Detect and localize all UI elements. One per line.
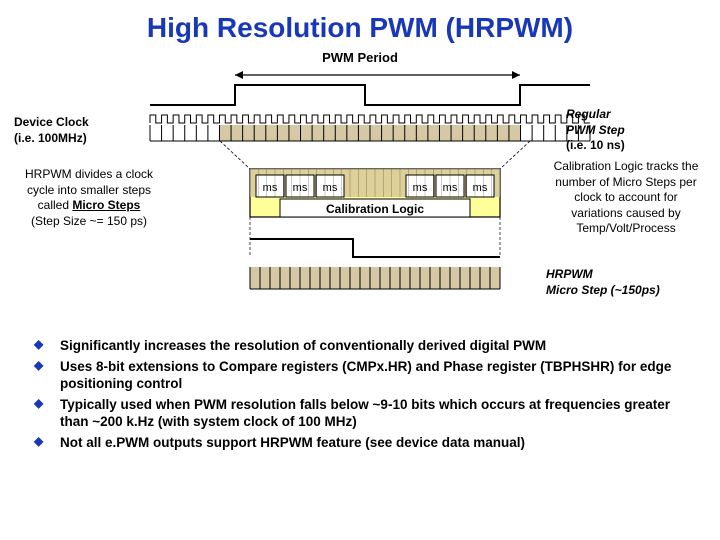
bullet-item: Typically used when PWM resolution falls… [20, 396, 700, 431]
diagram-stage: Device Clock (i.e. 100MHz) Regular PWM S… [20, 67, 700, 327]
bullet-item: Not all e.PWM outputs support HRPWM feat… [20, 434, 700, 452]
svg-text:Calibration Logic: Calibration Logic [326, 202, 424, 216]
pwm-period-label: PWM Period [20, 50, 700, 65]
bullet-list: Significantly increases the resolution o… [20, 337, 700, 451]
bullet-item: Uses 8-bit extensions to Compare registe… [20, 358, 700, 393]
bullet-item: Significantly increases the resolution o… [20, 337, 700, 355]
svg-text:ms: ms [413, 182, 428, 194]
page-title: High Resolution PWM (HRPWM) [20, 12, 700, 44]
svg-text:ms: ms [263, 182, 278, 194]
diagram-svg: msmsmsmsmsmsCalibration Logic [20, 67, 700, 327]
